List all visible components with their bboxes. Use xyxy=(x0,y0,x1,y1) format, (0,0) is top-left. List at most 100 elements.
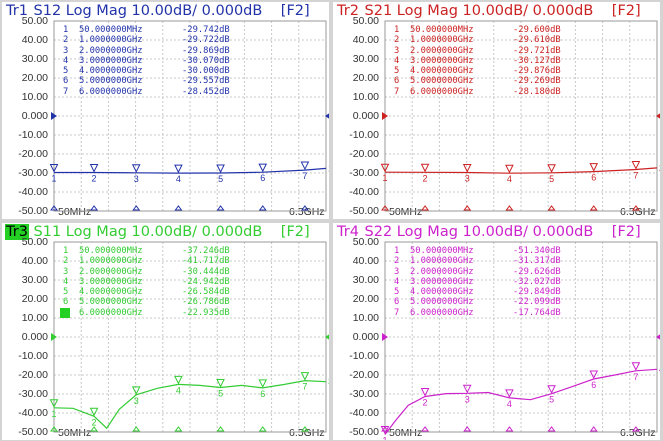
trace-end-label: 4 xyxy=(659,364,660,374)
y-tick-label: 20.00 xyxy=(21,72,48,84)
marker-value: -29.610dB xyxy=(513,35,561,46)
marker-7-label: 7 xyxy=(302,171,307,181)
y-tick-label: 20.00 xyxy=(352,293,379,305)
marker-6-triangle xyxy=(589,163,599,172)
marker-2-label: 2 xyxy=(423,173,428,183)
trace-number-label[interactable]: Tr1 xyxy=(6,3,28,19)
y-tick-label: 0.000 xyxy=(352,331,379,343)
marker-frequency: 2.0000000GHz xyxy=(79,45,143,56)
marker-number: 3 xyxy=(63,45,69,56)
y-tick-label: -10.00 xyxy=(18,129,48,141)
marker-value: -29.722dB xyxy=(182,35,230,46)
marker-frequency: 4.0000000GHz xyxy=(410,66,474,77)
marker-5-triangle xyxy=(216,379,225,388)
marker-frequency: 3.0000000GHz xyxy=(79,55,143,66)
trace-format-label: S12 Log Mag 10.00dB/ 0.000dB xyxy=(28,3,263,19)
marker-number: 3 xyxy=(394,45,400,56)
y-tick-label: 40.00 xyxy=(352,255,379,267)
reference-right-arrow-icon[interactable] xyxy=(325,112,329,120)
marker-value: -30.444dB xyxy=(182,266,230,277)
y-tick-label: -30.00 xyxy=(349,388,379,400)
reference-left-arrow-icon[interactable] xyxy=(382,333,388,341)
trace-title[interactable]: Tr2 S21 Log Mag 10.00dB/ 0.000dB [F2] xyxy=(336,3,641,20)
trace-end-label: 1 xyxy=(328,163,329,173)
marker-frequency: 5.0000000GHz xyxy=(410,297,474,308)
trace-panel-tr2[interactable]: Tr2 S21 Log Mag 10.00dB/ 0.000dB [F2] 50.… xyxy=(333,2,660,219)
trace-end-label: 3 xyxy=(328,377,329,387)
marker-1-label: 1 xyxy=(51,174,56,184)
marker-value: -29.869dB xyxy=(182,45,230,56)
marker-number: 3 xyxy=(394,266,400,277)
marker-number: 5 xyxy=(394,287,400,298)
marker-number: 6 xyxy=(63,76,69,87)
y-tick-label: 0.000 xyxy=(21,110,48,122)
trace-number-label[interactable]: Tr3 xyxy=(5,224,29,240)
marker-frequency: 50.000000MHz xyxy=(79,246,143,256)
trace-title[interactable]: Tr4 S22 Log Mag 10.00dB/ 0.000dB [F2] xyxy=(336,224,641,241)
marker-frequency: 3.0000000GHz xyxy=(410,276,474,287)
marker-frequency: 4.0000000GHz xyxy=(79,66,143,77)
y-tick-label: 40.00 xyxy=(21,255,48,267)
format-key-label: [F2] xyxy=(611,224,641,240)
trace-panel-tr1[interactable]: Tr1 S12 Log Mag 10.00dB/ 0.000dB [F2] 5 0.… xyxy=(2,2,329,219)
marker-number: 5 xyxy=(63,287,69,298)
x-start-label: 50MHz xyxy=(389,427,423,439)
marker-number: 4 xyxy=(394,276,400,287)
x-start-label: 50MHz xyxy=(58,427,92,439)
marker-1-label: 1 xyxy=(382,436,387,440)
y-tick-label: -20.00 xyxy=(349,369,379,381)
marker-number: 7 xyxy=(394,307,400,318)
y-tick-label: 0.000 xyxy=(21,331,48,343)
marker-frequency: 5.0000000GHz xyxy=(410,76,474,87)
trace-panel-tr3[interactable]: Tr3 S11 Log Mag 10.00dB/ 0.000dB [F2] 50.… xyxy=(2,223,329,440)
trace-title[interactable]: Tr3 S11 Log Mag 10.00dB/ 0.000dB [F2] xyxy=(5,224,310,241)
marker-1-triangle xyxy=(49,399,59,408)
marker-value: -30.127dB xyxy=(513,55,561,66)
y-tick-label: -50.00 xyxy=(349,205,379,217)
marker-frequency: 1.0000000GHz xyxy=(410,256,474,267)
freq-marker-triangle xyxy=(631,205,640,211)
reference-left-arrow-icon[interactable] xyxy=(382,112,388,120)
marker-value: -41.717dB xyxy=(182,256,230,267)
marker-value: -29.557dB xyxy=(182,76,230,87)
y-tick-label: 10.00 xyxy=(352,312,379,324)
freq-marker-triangle xyxy=(631,426,640,432)
marker-4-label: 4 xyxy=(176,174,181,184)
marker-frequency: 6.0000000GHz xyxy=(410,86,474,97)
y-tick-label: 50.00 xyxy=(21,236,48,248)
marker-4-triangle xyxy=(505,389,514,398)
marker-2-label: 2 xyxy=(92,173,97,183)
freq-marker-triangle xyxy=(132,205,141,211)
x-stop-label: 6.5GHz xyxy=(620,427,656,439)
freq-marker-triangle xyxy=(381,205,389,211)
trace-title[interactable]: Tr1 S12 Log Mag 10.00dB/ 0.000dB [F2] xyxy=(5,3,310,20)
y-tick-label: -20.00 xyxy=(18,148,48,160)
reference-right-arrow-icon[interactable] xyxy=(656,333,660,341)
reference-left-arrow-icon[interactable] xyxy=(51,333,57,341)
y-tick-label: -40.00 xyxy=(349,186,379,198)
y-tick-label: 10.00 xyxy=(21,91,48,103)
reference-right-arrow-icon[interactable] xyxy=(325,333,329,341)
marker-2-triangle xyxy=(420,163,430,173)
reference-right-arrow-icon[interactable] xyxy=(656,112,660,120)
marker-frequency: 5.0000000GHz xyxy=(79,76,143,87)
marker-5-label: 5 xyxy=(218,174,223,184)
marker-value: -29.849dB xyxy=(513,287,561,298)
y-tick-label: 50.00 xyxy=(352,15,379,27)
marker-number: 7 xyxy=(60,307,70,319)
freq-marker-triangle xyxy=(463,426,472,432)
trace-number-label[interactable]: Tr2 xyxy=(337,3,359,19)
marker-frequency: 4.0000000GHz xyxy=(79,287,143,298)
format-key-label: [F2] xyxy=(280,3,310,19)
marker-4-label: 4 xyxy=(176,385,181,395)
reference-left-arrow-icon[interactable] xyxy=(51,112,57,120)
trace-panel-tr4[interactable]: Tr4 S22 Log Mag 10.00dB/ 0.000dB [F2] 5 0.… xyxy=(333,223,660,440)
y-tick-label: -30.00 xyxy=(18,388,48,400)
marker-frequency: 6.0000000GHz xyxy=(79,307,143,318)
trace-plot[interactable]: 1 2 3 4 5 6 72 xyxy=(380,20,660,212)
marker-value: -17.764dB xyxy=(513,307,561,318)
marker-7-label: 7 xyxy=(633,372,638,382)
trace-number-label[interactable]: Tr4 xyxy=(337,224,359,240)
